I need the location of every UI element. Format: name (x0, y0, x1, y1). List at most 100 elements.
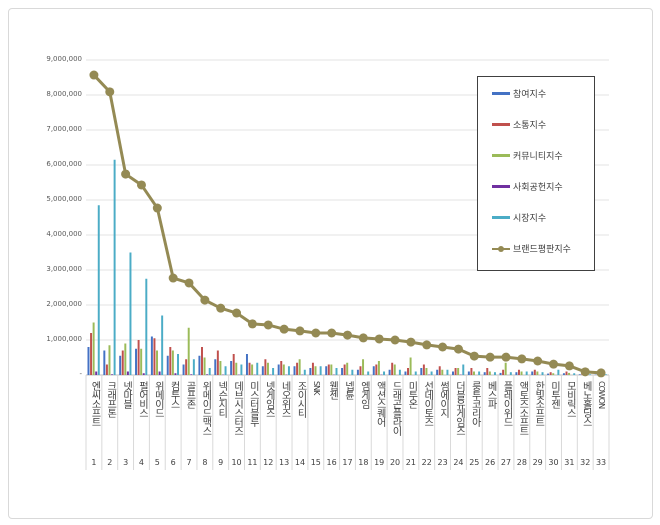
rank-label: 5 (154, 458, 160, 467)
rank-label: 11 (247, 458, 258, 467)
bar-3 (536, 371, 539, 375)
bar-2 (137, 340, 140, 375)
bar-1 (483, 372, 486, 375)
rank-label: 15 (310, 458, 321, 467)
bar-1 (436, 369, 439, 375)
bar-3 (251, 364, 254, 375)
bar-2 (201, 347, 203, 375)
category-label: 펄어비스 (136, 381, 148, 417)
bar-3 (330, 364, 333, 375)
category-label: 컴투스 (168, 381, 180, 408)
line-point (533, 356, 543, 366)
rank-label: 19 (374, 458, 385, 467)
rank-label: 9 (218, 458, 224, 467)
category-label: COWON (597, 381, 607, 409)
line-point (168, 273, 178, 283)
line-point (327, 328, 337, 338)
category-label: 썸에이지 (437, 381, 449, 417)
chart-frame (8, 8, 653, 519)
y-tick-label: 2,000,000 (46, 300, 82, 308)
rank-label: 25 (469, 458, 480, 467)
bar-3 (568, 372, 571, 375)
bar-2 (422, 364, 425, 375)
rank-label: 33 (595, 458, 607, 467)
bar-2 (502, 369, 505, 375)
rank-label: 21 (405, 458, 416, 467)
bar-5 (478, 371, 481, 375)
legend-item: 소통지수 (492, 118, 546, 131)
bar-2 (407, 368, 410, 375)
bar-4 (95, 371, 98, 375)
line-point (501, 352, 511, 362)
bar-1 (309, 368, 312, 375)
line-point (374, 334, 384, 344)
bar-2 (565, 371, 568, 375)
line-point (580, 367, 590, 377)
bar-5 (303, 369, 306, 375)
bar-3 (219, 361, 222, 375)
category-label: 골프존 (184, 381, 195, 408)
bar-5 (113, 159, 116, 375)
category-label: 조이시티 (294, 381, 306, 417)
legend-swatch (492, 216, 510, 219)
category-label: 위메이드맥스 (199, 381, 211, 435)
line-point (279, 324, 289, 334)
category-label: 엠게임 (358, 381, 370, 408)
bar-3 (393, 364, 396, 375)
bar-2 (549, 372, 552, 375)
bar-1 (341, 368, 344, 375)
bar-5 (97, 205, 100, 375)
legend-label: 소통지수 (513, 121, 547, 131)
line-point (152, 203, 162, 213)
y-tick-label: 9,000,000 (46, 55, 82, 63)
bar-5 (192, 359, 195, 375)
category-label: 플레이위드 (500, 381, 512, 426)
bar-3 (362, 359, 365, 375)
category-label: 액션스퀘어 (374, 381, 386, 426)
bar-2 (232, 354, 235, 375)
bar-2 (169, 347, 172, 375)
rank-label: 6 (170, 458, 176, 467)
rank-label: 7 (186, 458, 192, 467)
bar-1 (214, 359, 217, 375)
category-label: 베노홀딩스 (580, 381, 592, 426)
y-tick-label: 7,000,000 (46, 125, 82, 133)
rank-label: 2 (107, 458, 113, 467)
bar-3 (298, 359, 301, 375)
bar-1 (103, 350, 106, 375)
bar-5 (129, 252, 132, 375)
rank-label: 13 (279, 458, 290, 467)
bar-3 (140, 348, 143, 375)
bar-2 (296, 362, 299, 375)
rank-label: 18 (358, 458, 369, 467)
bar-5 (224, 366, 227, 375)
category-label: 위메이드 (152, 381, 164, 417)
bar-2 (280, 361, 283, 375)
bar-2 (327, 364, 330, 375)
line-point (343, 330, 352, 340)
line-point (247, 319, 257, 329)
legend-label: 사회공헌지수 (513, 183, 563, 193)
line-point (453, 344, 463, 354)
y-tick-label: 6,000,000 (46, 160, 82, 168)
bar-3 (235, 362, 238, 375)
rank-label: 31 (564, 458, 575, 467)
bar-1 (166, 355, 169, 375)
legend-swatch (492, 185, 510, 188)
legend-label: 시장지수 (513, 214, 547, 224)
legend-swatch (492, 123, 510, 126)
bar-5 (509, 372, 512, 375)
bar-1 (325, 366, 328, 375)
bar-2 (454, 368, 457, 375)
bar-5 (240, 364, 243, 375)
bar-2 (391, 362, 394, 375)
bar-5 (256, 362, 259, 375)
bar-2 (311, 362, 314, 375)
bar-1 (356, 369, 359, 375)
bar-1 (245, 354, 248, 375)
legend-item: 참여지수 (492, 87, 546, 100)
legend-dot (498, 245, 504, 252)
line-point (89, 70, 99, 80)
category-label: 웹젠 (326, 381, 338, 399)
bar-1 (515, 372, 518, 375)
